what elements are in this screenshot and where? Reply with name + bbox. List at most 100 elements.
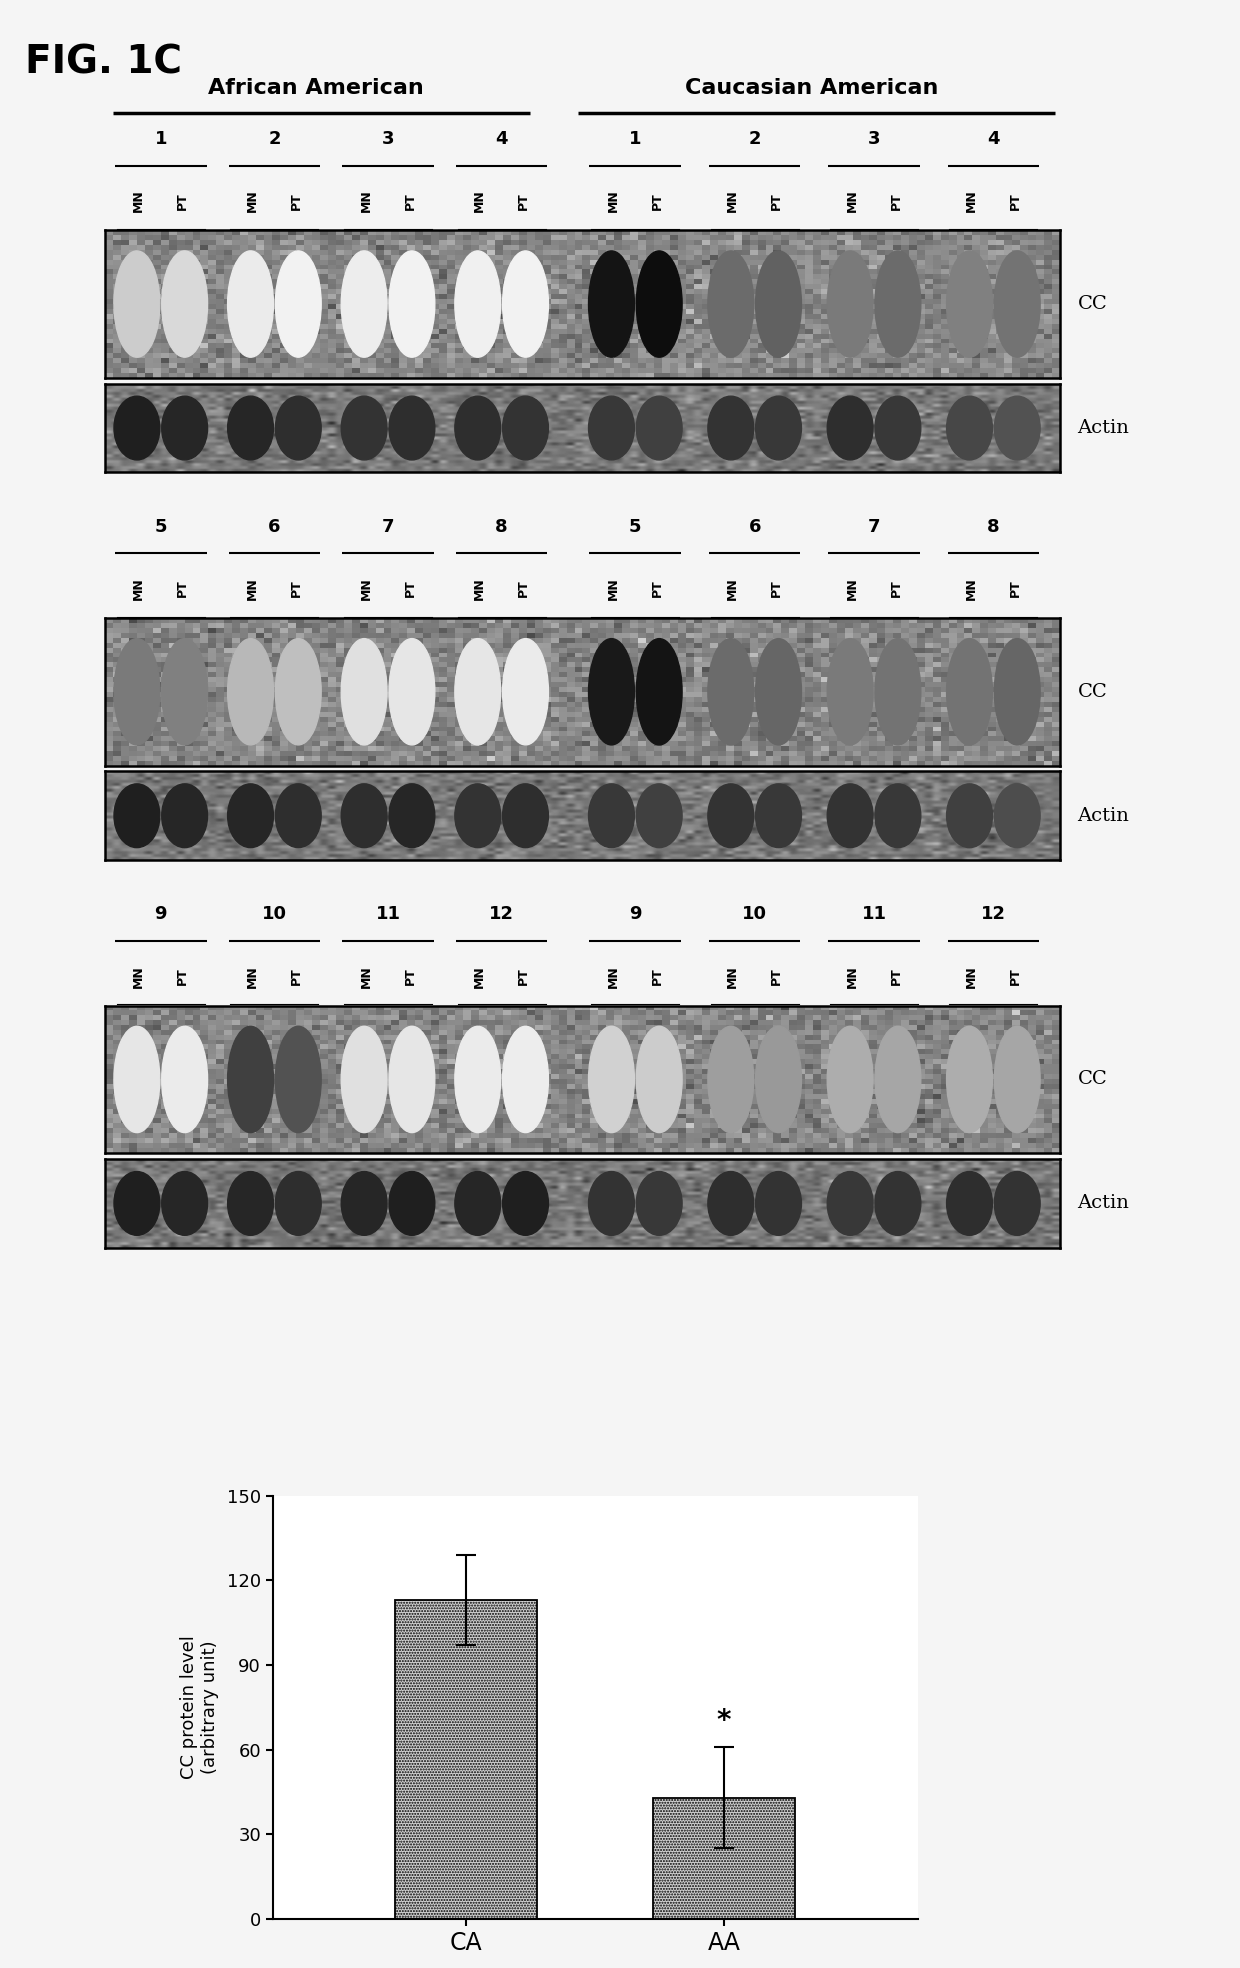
Text: MN: MN [846, 189, 858, 213]
Ellipse shape [455, 396, 501, 461]
Text: Caucasian American: Caucasian American [686, 79, 939, 98]
Text: CC: CC [1078, 295, 1107, 313]
Ellipse shape [228, 252, 274, 358]
Ellipse shape [275, 252, 321, 358]
Ellipse shape [389, 252, 435, 358]
Text: MN: MN [246, 189, 259, 213]
Ellipse shape [389, 1171, 435, 1236]
Ellipse shape [946, 638, 992, 746]
Ellipse shape [994, 252, 1040, 358]
Text: PT: PT [1009, 579, 1022, 598]
Ellipse shape [755, 638, 801, 746]
Ellipse shape [636, 638, 682, 746]
Text: MN: MN [474, 189, 486, 213]
Ellipse shape [502, 396, 548, 461]
Ellipse shape [341, 1171, 387, 1236]
Ellipse shape [114, 783, 160, 848]
Text: MN: MN [727, 577, 739, 600]
Text: PT: PT [889, 579, 903, 598]
Ellipse shape [946, 1027, 992, 1134]
Text: PT: PT [770, 579, 784, 598]
Text: Actin: Actin [1078, 807, 1130, 825]
Text: *: * [717, 1708, 732, 1736]
Ellipse shape [589, 252, 635, 358]
Ellipse shape [708, 1171, 754, 1236]
Text: PT: PT [651, 579, 663, 598]
Ellipse shape [708, 783, 754, 848]
Text: MN: MN [133, 964, 145, 988]
Ellipse shape [275, 783, 321, 848]
Text: MN: MN [246, 577, 259, 600]
Text: MN: MN [727, 964, 739, 988]
Text: PT: PT [651, 966, 663, 986]
Text: 4: 4 [496, 130, 508, 148]
Text: PT: PT [403, 966, 417, 986]
Text: PT: PT [651, 191, 663, 211]
Text: 12: 12 [489, 905, 515, 923]
Ellipse shape [994, 396, 1040, 461]
Text: 8: 8 [495, 518, 508, 535]
Ellipse shape [827, 252, 873, 358]
Ellipse shape [455, 638, 501, 746]
Text: PT: PT [517, 191, 531, 211]
Text: CC: CC [1078, 683, 1107, 701]
Ellipse shape [228, 638, 274, 746]
Text: MN: MN [360, 964, 372, 988]
Text: 1: 1 [629, 130, 641, 148]
Text: 7: 7 [382, 518, 394, 535]
Ellipse shape [228, 396, 274, 461]
Ellipse shape [589, 783, 635, 848]
Ellipse shape [502, 783, 548, 848]
Ellipse shape [389, 638, 435, 746]
Ellipse shape [502, 1171, 548, 1236]
Ellipse shape [114, 1171, 160, 1236]
Text: MN: MN [965, 577, 978, 600]
Text: 11: 11 [376, 905, 401, 923]
Ellipse shape [114, 638, 160, 746]
Text: African American: African American [207, 79, 423, 98]
Ellipse shape [341, 638, 387, 746]
Ellipse shape [755, 1027, 801, 1134]
Ellipse shape [708, 638, 754, 746]
Text: 10: 10 [262, 905, 286, 923]
Ellipse shape [636, 252, 682, 358]
Ellipse shape [161, 1027, 207, 1134]
Ellipse shape [994, 1171, 1040, 1236]
Text: MN: MN [606, 577, 620, 600]
Text: MN: MN [474, 964, 486, 988]
Ellipse shape [946, 396, 992, 461]
Text: MN: MN [360, 577, 372, 600]
Ellipse shape [114, 1027, 160, 1134]
Ellipse shape [827, 783, 873, 848]
Ellipse shape [502, 252, 548, 358]
Text: 1: 1 [155, 130, 167, 148]
Ellipse shape [589, 396, 635, 461]
Text: PT: PT [770, 966, 784, 986]
Text: PT: PT [176, 579, 190, 598]
Text: PT: PT [889, 966, 903, 986]
Text: PT: PT [290, 579, 303, 598]
Text: 4: 4 [987, 130, 999, 148]
Text: 9: 9 [155, 905, 167, 923]
Text: MN: MN [606, 964, 620, 988]
Ellipse shape [114, 396, 160, 461]
Text: PT: PT [403, 579, 417, 598]
Ellipse shape [341, 396, 387, 461]
Text: 11: 11 [862, 905, 887, 923]
Text: Actin: Actin [1078, 1195, 1130, 1212]
Text: Actin: Actin [1078, 419, 1130, 437]
Text: MN: MN [846, 964, 858, 988]
Ellipse shape [228, 1027, 274, 1134]
Ellipse shape [708, 396, 754, 461]
Ellipse shape [161, 396, 207, 461]
Ellipse shape [228, 1171, 274, 1236]
Text: MN: MN [727, 189, 739, 213]
Text: 7: 7 [868, 518, 880, 535]
Ellipse shape [636, 783, 682, 848]
Y-axis label: CC protein level
(arbitrary unit): CC protein level (arbitrary unit) [180, 1635, 218, 1779]
Text: PT: PT [176, 191, 190, 211]
Ellipse shape [755, 252, 801, 358]
Ellipse shape [275, 1171, 321, 1236]
Text: 12: 12 [981, 905, 1006, 923]
Ellipse shape [589, 1171, 635, 1236]
